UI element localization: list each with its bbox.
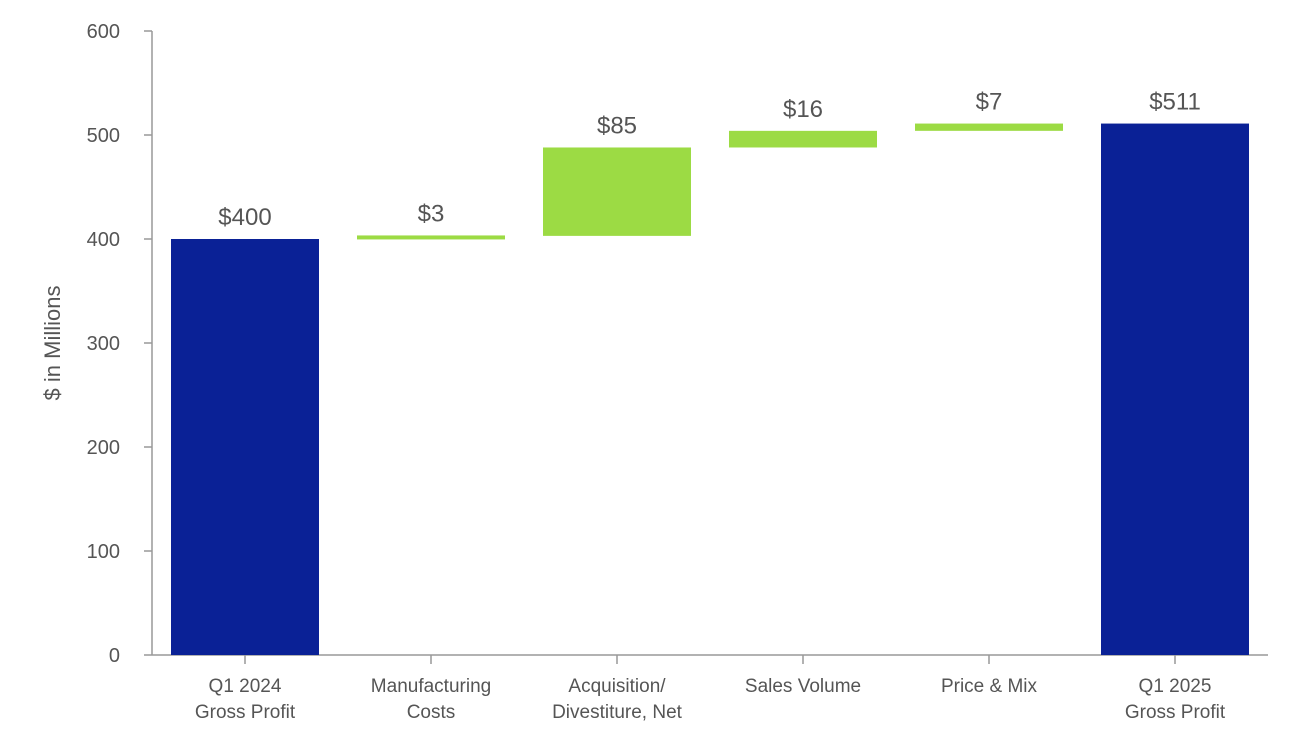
total-bar <box>1101 123 1249 655</box>
x-category-label: Sales Volume <box>745 676 861 697</box>
x-category-label: Q1 2025 Gross Profit <box>1125 676 1226 723</box>
x-category-label: Acquisition/Divestiture, Net <box>552 676 683 723</box>
y-tick-label: 600 <box>87 21 120 43</box>
y-axis: 0 100 200 300 400 500 600 <box>87 21 153 667</box>
bar-value-label: $3 <box>418 200 445 227</box>
y-axis-title: $ in Millions <box>40 286 65 401</box>
data-labels: $400 $3 $85 $16 $7 $511 <box>218 89 1201 231</box>
y-tick-label: 300 <box>87 333 120 355</box>
increase-bar <box>357 235 505 240</box>
x-category-label-line: Gross Profit <box>1125 702 1226 723</box>
x-category-label: Manufacturing Costs <box>371 676 491 723</box>
x-category-label-line: Price & Mix <box>941 676 1038 697</box>
x-axis: Q1 2024 Gross Profit Manufacturing Costs Acq… <box>152 654 1268 723</box>
bar-value-label: $511 <box>1149 89 1201 116</box>
y-tick-label: 400 <box>87 229 120 251</box>
increase-bar <box>915 123 1063 131</box>
bar-value-label: $7 <box>976 89 1003 116</box>
increase-bar <box>543 147 691 236</box>
bars <box>171 123 1249 655</box>
x-category-label: Price & Mix <box>941 676 1038 697</box>
x-category-label-line: Q1 2024 <box>209 676 282 697</box>
x-category-label-line: Sales Volume <box>745 676 861 697</box>
increase-bar <box>729 130 877 148</box>
bar-value-label: $85 <box>597 112 637 139</box>
y-tick-label: 100 <box>87 541 120 563</box>
x-category-label-line: Manufacturing <box>371 676 491 697</box>
y-tick-label: 500 <box>87 125 120 147</box>
x-category-label-line: Q1 2025 <box>1139 676 1212 697</box>
bar-value-label: $16 <box>783 96 823 123</box>
y-tick-label: 0 <box>109 645 120 667</box>
y-tick-label: 200 <box>87 437 120 459</box>
x-category-label-line: Acquisition/ <box>568 676 666 697</box>
x-category-label-line: Divestiture, Net <box>552 702 683 723</box>
total-bar <box>171 239 319 655</box>
x-category-label-line: Costs <box>407 702 456 723</box>
x-category-label: Q1 2024 Gross Profit <box>195 676 296 723</box>
bar-value-label: $400 <box>218 204 271 231</box>
x-category-label-line: Gross Profit <box>195 702 296 723</box>
